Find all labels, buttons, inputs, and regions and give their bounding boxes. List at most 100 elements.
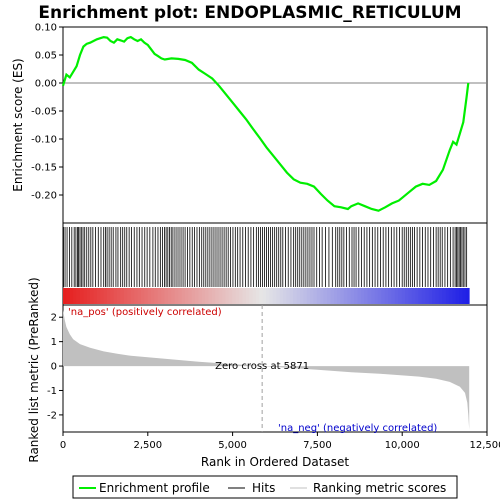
ranked-color-band-segment bbox=[320, 288, 325, 304]
ranked-color-band-segment bbox=[327, 288, 331, 304]
ranked-color-band-segment bbox=[144, 288, 149, 304]
metric-y-tick-label: 0 bbox=[51, 362, 57, 373]
ranked-color-band-segment bbox=[428, 288, 433, 304]
ranked-color-band-segment bbox=[425, 288, 430, 304]
ranked-color-band-segment bbox=[198, 288, 203, 304]
ranked-color-band-segment bbox=[228, 288, 233, 304]
ranked-color-band-segment bbox=[127, 288, 132, 304]
metric-y-tick-label: 1 bbox=[51, 337, 57, 348]
ranked-color-band-segment bbox=[371, 288, 375, 304]
ranked-color-band-segment bbox=[415, 288, 419, 304]
x-tick-label: 12,500 bbox=[470, 440, 500, 451]
ranked-color-band-segment bbox=[167, 288, 172, 304]
ranked-color-band-segment bbox=[266, 288, 270, 304]
x-tick-label: 0 bbox=[60, 440, 66, 451]
legend-label-hits: Hits bbox=[252, 481, 275, 495]
ranked-color-band-segment bbox=[398, 288, 402, 304]
ranked-color-band-segment bbox=[364, 288, 369, 304]
ranked-color-band-segment bbox=[259, 288, 264, 304]
ranked-color-band-segment bbox=[394, 288, 399, 304]
ranked-color-band-segment bbox=[343, 288, 348, 304]
ranked-color-band-segment bbox=[276, 288, 281, 304]
ranked-color-band-segment bbox=[205, 288, 209, 304]
ranked-color-band-segment bbox=[69, 288, 74, 304]
es-y-tick-label: -0.20 bbox=[31, 191, 57, 202]
ranked-color-band-segment bbox=[188, 288, 193, 304]
ranked-color-band-segment bbox=[147, 288, 152, 304]
x-tick-label: 10,000 bbox=[385, 440, 420, 451]
ranked-color-band-segment bbox=[374, 288, 379, 304]
x-tick-label: 2,500 bbox=[133, 440, 162, 451]
x-axis: 0 2,500 5,000 7,500 10,000 12,500 bbox=[60, 432, 500, 451]
ranked-color-band-segment bbox=[310, 288, 314, 304]
ranked-color-band-segment bbox=[296, 288, 301, 304]
chart-title: Enrichment plot: ENDOPLASMIC_RETICULUM bbox=[38, 3, 461, 23]
es-y-tick-label: -0.15 bbox=[31, 163, 57, 174]
ranked-color-band-segment bbox=[63, 288, 67, 304]
ranked-color-band-segment bbox=[232, 288, 237, 304]
ranked-color-band-segment bbox=[174, 288, 179, 304]
ranked-color-band-segment bbox=[76, 288, 81, 304]
ranked-color-band-segment bbox=[83, 288, 88, 304]
positive-correlation-label: 'na_pos' (positively correlated) bbox=[68, 307, 222, 318]
ranked-color-band-segment bbox=[391, 288, 396, 304]
ranked-color-band-segment bbox=[455, 288, 460, 304]
ranked-color-band-segment bbox=[387, 288, 392, 304]
metric-y-tick-label: 2 bbox=[51, 313, 57, 324]
legend-label-metric: Ranking metric scores bbox=[313, 481, 446, 495]
ranked-color-band-segment bbox=[249, 288, 253, 304]
ranked-color-band-segment bbox=[137, 288, 142, 304]
ranked-color-band-segment bbox=[130, 288, 135, 304]
ranked-color-band-segment bbox=[350, 288, 355, 304]
metric-y-axis-label: Ranked list metric (PreRanked) bbox=[27, 277, 41, 462]
ranked-color-band-segment bbox=[107, 288, 111, 304]
ranked-color-band-segment bbox=[462, 288, 467, 304]
ranked-color-band-segment bbox=[151, 288, 155, 304]
ranked-color-band-segment bbox=[252, 288, 257, 304]
ranked-color-band-segment bbox=[360, 288, 365, 304]
es-y-tick-label: 0.00 bbox=[35, 79, 57, 90]
ranked-color-band-segment bbox=[211, 288, 216, 304]
legend: Enrichment profile Hits Ranking metric s… bbox=[72, 475, 458, 499]
ranked-color-band-segment bbox=[357, 288, 362, 304]
ranked-color-band-segment bbox=[255, 288, 260, 304]
metric-y-tick-label: -2 bbox=[47, 410, 57, 421]
ranked-color-band-segment bbox=[245, 288, 250, 304]
ranked-color-band-segment bbox=[218, 288, 223, 304]
ranked-color-band-segment bbox=[377, 288, 382, 304]
ranked-color-band-segment bbox=[113, 288, 118, 304]
ranked-color-band-segment bbox=[303, 288, 308, 304]
ranked-color-band-segment bbox=[181, 288, 186, 304]
ranked-color-band-segment bbox=[384, 288, 389, 304]
ranked-color-band-segment bbox=[86, 288, 91, 304]
ranked-color-band-segment bbox=[401, 288, 406, 304]
ranked-color-band-segment bbox=[239, 288, 243, 304]
ranked-color-band-segment bbox=[404, 288, 409, 304]
ranked-color-band-segment bbox=[367, 288, 372, 304]
ranked-color-band-segment bbox=[459, 288, 463, 304]
ranked-color-band-segment bbox=[195, 288, 199, 304]
es-y-axis-label: Enrichment score (ES) bbox=[11, 58, 25, 191]
ranked-color-band-segment bbox=[448, 288, 453, 304]
ranked-color-band-segment bbox=[269, 288, 274, 304]
ranked-color-band-segment bbox=[154, 288, 159, 304]
ranked-color-band-segment bbox=[140, 288, 145, 304]
ranked-color-band-segment bbox=[171, 288, 176, 304]
ranked-color-band-segment bbox=[191, 288, 196, 304]
ranked-color-band-segment bbox=[235, 288, 240, 304]
x-tick-label: 5,000 bbox=[218, 440, 247, 451]
legend-label-enrichment: Enrichment profile bbox=[99, 481, 210, 495]
ranked-color-band-segment bbox=[354, 288, 358, 304]
ranked-color-band-segment bbox=[418, 288, 423, 304]
es-y-tick-label: -0.10 bbox=[31, 135, 57, 146]
ranked-color-band-segment bbox=[289, 288, 294, 304]
ranked-color-band-segment bbox=[333, 288, 338, 304]
ranked-color-band-segment bbox=[262, 288, 267, 304]
ranked-color-band-segment bbox=[442, 288, 446, 304]
ranked-color-band-segment bbox=[215, 288, 220, 304]
ranked-color-band-segment bbox=[431, 288, 436, 304]
ranked-color-band-segment bbox=[103, 288, 108, 304]
ranked-color-band-segment bbox=[438, 288, 443, 304]
ranked-color-band-segment bbox=[435, 288, 440, 304]
